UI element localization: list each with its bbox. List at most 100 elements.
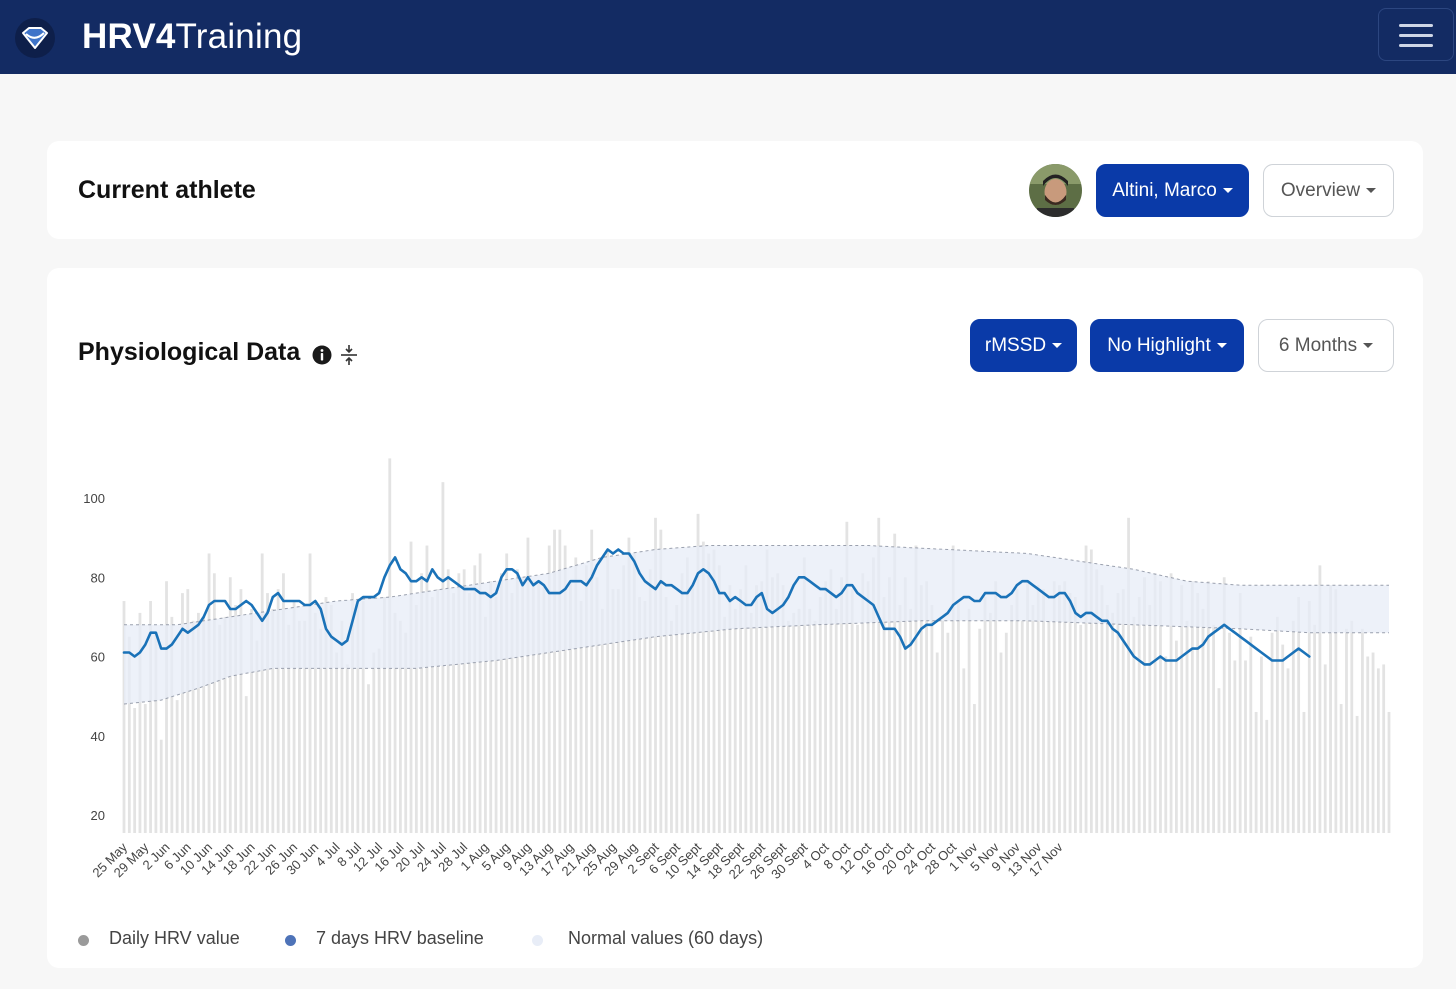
athlete-select[interactable]: Altini, Marco — [1096, 164, 1249, 217]
hamburger-menu-button[interactable] — [1378, 8, 1454, 61]
hrv-bar — [600, 608, 604, 833]
hrv-bar — [579, 601, 583, 833]
hrv-bar — [797, 608, 801, 833]
chevron-down-icon — [1366, 188, 1377, 194]
hrv-bar — [1323, 664, 1327, 833]
hrv-bar — [1010, 604, 1014, 833]
hrv-bar — [659, 529, 663, 833]
hrv-bar — [1329, 585, 1332, 833]
hrv-bar — [446, 569, 450, 833]
heart-diamond-icon[interactable] — [14, 17, 56, 59]
hrv-bar — [154, 632, 158, 833]
hrv-bar — [765, 549, 769, 833]
hrv-bar — [1270, 632, 1274, 833]
hrv-bar — [393, 612, 397, 833]
highlight-select-label: No Highlight — [1107, 335, 1211, 356]
highlight-select[interactable]: No Highlight — [1090, 319, 1244, 372]
hrv-bar — [510, 593, 514, 833]
hrv-bar — [1254, 711, 1258, 833]
hrv-bar — [1095, 569, 1099, 833]
hrv-bar — [813, 620, 817, 833]
hrv-bar — [1196, 593, 1200, 833]
hrv-bar — [1089, 549, 1093, 833]
hrv-bar — [1015, 589, 1019, 833]
hrv-bar — [786, 620, 790, 833]
hrv-bar — [1339, 704, 1343, 833]
legend-baseline-label[interactable]: 7 days HRV baseline — [316, 928, 484, 948]
hrv-bar — [627, 537, 631, 834]
y-tick-label: 60 — [91, 650, 105, 665]
hrv-bar — [771, 577, 774, 833]
hrv-bar — [553, 529, 556, 833]
hrv-bar — [728, 585, 732, 833]
hrv-bar — [143, 704, 147, 833]
hrv-bar — [484, 616, 487, 834]
legend-normal-label[interactable]: Normal values (60 days) — [568, 928, 764, 948]
brand-bold: HRV4 — [82, 17, 176, 56]
hrv-bar — [840, 577, 843, 833]
hrv-bar — [505, 553, 509, 833]
hrv-bar — [919, 585, 923, 833]
hrv-bar — [585, 565, 588, 833]
y-tick-label: 40 — [91, 729, 105, 744]
hrv-bar — [951, 545, 955, 833]
hrv-bar — [1121, 589, 1125, 833]
hrv-bar — [228, 577, 232, 833]
hrv-bar — [1190, 581, 1194, 833]
hrv-bar — [717, 565, 721, 833]
hrv-bar — [882, 597, 886, 833]
hrv-bar — [1345, 628, 1348, 833]
hrv-bar — [1361, 628, 1364, 833]
hrv-bar — [414, 604, 418, 833]
hrv-bar — [1148, 604, 1152, 833]
hrv-bar — [197, 612, 200, 833]
hrv-bar — [383, 597, 386, 833]
hrv-bar — [1355, 715, 1359, 833]
hrv-bar — [887, 577, 891, 833]
hrv-bar — [1132, 616, 1136, 834]
hrv-bar — [547, 545, 551, 833]
hrv-bar — [1052, 581, 1056, 833]
hrv-bar — [1350, 620, 1354, 833]
hrv-bar — [122, 601, 126, 833]
legend-daily-label[interactable]: Daily HRV value — [109, 928, 240, 948]
metric-select[interactable]: rMSSD — [970, 319, 1077, 372]
hrv-bar — [340, 620, 344, 833]
hrv-bar — [802, 557, 806, 833]
hrv-bar — [999, 652, 1003, 833]
physio-card-title: Physiological Data — [78, 338, 301, 366]
hrv-bar — [531, 581, 535, 833]
range-select[interactable]: 6 Months — [1258, 319, 1394, 372]
hrv-bar — [515, 569, 519, 833]
hrv-bar — [988, 612, 992, 833]
hrv-bar — [1079, 624, 1083, 833]
info-icon[interactable] — [312, 345, 332, 365]
hrv-bar — [149, 601, 152, 833]
brand-logo[interactable]: HRV4Training — [82, 16, 302, 58]
collapse-icon[interactable] — [339, 344, 359, 366]
hrv-bar — [622, 565, 626, 833]
hrv-bar — [1318, 565, 1322, 833]
hrv-bar — [181, 593, 184, 833]
hrv-bar — [521, 577, 525, 833]
hrv-bar — [701, 541, 705, 833]
hrv-bar — [558, 529, 562, 833]
hrv-bar — [861, 573, 865, 833]
chevron-down-icon — [1222, 188, 1233, 194]
legend-baseline-dot — [285, 935, 296, 946]
hrv-bar — [1307, 601, 1311, 833]
hrv-bar — [1233, 660, 1237, 833]
athlete-avatar[interactable] — [1029, 164, 1082, 217]
hrv-bar — [1334, 589, 1338, 833]
hrv-bar — [276, 589, 280, 833]
hrv-bar — [1058, 585, 1061, 833]
hrv-bar — [946, 632, 950, 833]
hrv-bar — [1265, 719, 1269, 833]
hrv-bar — [1074, 597, 1077, 833]
hrv-bar — [356, 604, 360, 833]
hrv-bar — [202, 616, 206, 834]
hrv-bar — [611, 589, 615, 833]
view-select[interactable]: Overview — [1263, 164, 1394, 217]
hrv-bar — [909, 608, 913, 833]
